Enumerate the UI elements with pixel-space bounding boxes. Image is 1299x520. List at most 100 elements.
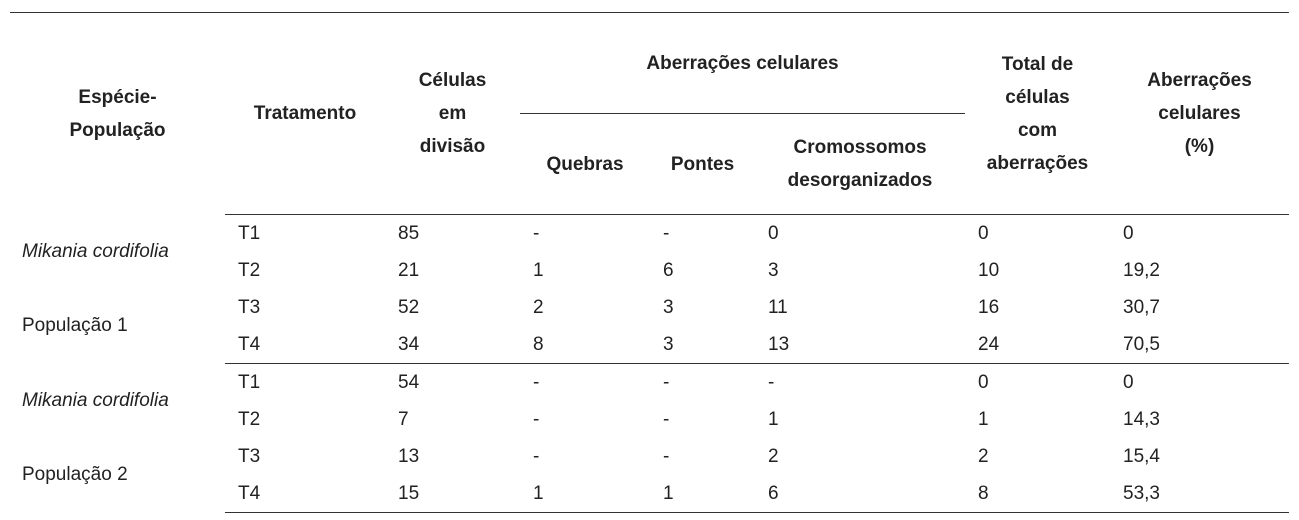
cell: 8 (520, 326, 650, 364)
cell: 13 (755, 326, 965, 364)
cell: T4 (225, 326, 385, 364)
cell: 8 (965, 475, 1110, 513)
header-row: Espécie- População Tratamento Células em divi… (10, 12, 1289, 215)
group: Mikania cordifolia T1 54 - - - 0 0 T2 7 - - 1 1 14,3 Po… (10, 364, 1289, 513)
cell: 0 (1123, 371, 1134, 393)
cell: 14,3 (1123, 408, 1160, 430)
cell: T4 (225, 475, 385, 513)
cell: - (663, 222, 670, 244)
cell: 3 (650, 326, 755, 364)
treatment-header: Tratamento (225, 12, 385, 215)
cell: T1 (238, 222, 261, 244)
header-line: Aberrações (1147, 70, 1252, 91)
cell: 19,2 (1123, 259, 1160, 281)
cell: 10 (978, 259, 1000, 281)
disorganized-header: Cromossomos desorganizados (755, 113, 965, 215)
cell: 1 (533, 259, 544, 281)
data-row: Mikania cordifolia T1 85 - - 0 0 0 (10, 215, 1289, 262)
header-line: Espécie- (78, 86, 157, 108)
data-row: Mikania cordifolia T1 54 - - - 0 0 (10, 364, 1289, 411)
cell: 11 (768, 296, 788, 318)
bridges-header: Pontes (650, 113, 755, 215)
data-row: T4 34 8 3 13 24 70,5 (10, 326, 1289, 364)
cell: 6 (755, 475, 965, 513)
header-line: Aberrações celulares (646, 52, 839, 74)
cell: - (663, 445, 670, 467)
cell: 85 (398, 222, 420, 244)
table-header: Espécie- População Tratamento Células em divi… (10, 12, 1289, 215)
data-row: T4 15 1 1 6 8 53,3 (10, 475, 1289, 513)
cell: 0 (1123, 222, 1134, 244)
dividing-cells-header: Células em divisão (385, 12, 520, 215)
population-cell: População 1 (22, 315, 128, 337)
data-row: T2 21 1 6 3 10 19,2 (10, 252, 1289, 289)
header-line: Total de (1001, 53, 1074, 75)
cell: - (533, 408, 540, 430)
header-row: Quebras Pontes Cromossomos desorganizados (10, 113, 1289, 215)
cell: 3 (768, 259, 779, 281)
cell: 70,5 (1110, 326, 1289, 364)
header-line: celulares (1158, 103, 1241, 124)
header-line: Quebras (546, 153, 624, 175)
breaks-header: Quebras (520, 113, 650, 215)
cell: T3 (238, 445, 261, 467)
header-line: Células (418, 70, 487, 91)
population-cell: População 2 (22, 464, 128, 486)
cell: 13 (398, 445, 420, 467)
group: Mikania cordifolia T1 85- -0 0 0 T2 21 1 6 3 10 19,2… (10, 215, 1289, 364)
cell: 7 (398, 408, 409, 430)
cell: 15,4 (1123, 445, 1160, 467)
data-row: T2 7 - - 1 1 14,3 (10, 401, 1289, 438)
cell: - (663, 371, 670, 393)
cell: 54 (398, 371, 420, 393)
cell: 1 (978, 408, 989, 430)
cell: 2 (533, 296, 544, 318)
species-header: Espécie- População (10, 12, 225, 215)
data-row: População 1 T3 52 2 3 11 16 30,7 (10, 289, 1289, 337)
cell: 1 (768, 408, 779, 430)
total-header: Total de células com aberrações (965, 12, 1110, 215)
cell: 53,3 (1110, 475, 1289, 513)
cell: 52 (398, 296, 420, 318)
header-line: Pontes (670, 153, 735, 175)
header-line: com (1017, 119, 1058, 141)
cell: 6 (663, 259, 674, 281)
header-line: divisão (419, 136, 486, 157)
species-cell: Mikania cordifolia (22, 240, 169, 262)
cell: 34 (385, 326, 520, 364)
header-line: Cromossomos (793, 137, 927, 158)
header-line: células (1005, 86, 1070, 108)
cell: T2 (238, 259, 261, 281)
cell: T2 (238, 408, 261, 430)
cell: 2 (978, 445, 989, 467)
percent-header: Aberrações celulares (%) (1110, 12, 1289, 215)
cell: 0 (978, 222, 989, 244)
header-line: desorganizados (787, 170, 933, 191)
cell: 0 (768, 222, 779, 244)
header-line: em (438, 103, 467, 124)
cell: 16 (978, 296, 1000, 318)
data-table: Espécie- População Tratamento Células em divi… (10, 12, 1289, 513)
cell: 3 (663, 296, 674, 318)
cell: T3 (238, 296, 261, 318)
cell: - (533, 445, 540, 467)
cell: 21 (398, 259, 420, 281)
aberrations-header: Aberrações celulares (520, 12, 965, 114)
cell: 2 (768, 445, 779, 467)
cell: 24 (965, 326, 1110, 364)
cell: - (533, 222, 540, 244)
cell: 0 (978, 371, 989, 393)
header-line: População (69, 119, 166, 141)
cell: 30,7 (1123, 296, 1160, 318)
header-line: Tratamento (253, 103, 357, 124)
cell: - (768, 371, 775, 393)
data-row: População 2 T3 13 - - 2 2 15,4 (10, 438, 1289, 486)
header-line: aberrações (986, 152, 1089, 174)
cell: T1 (238, 371, 261, 393)
cell: 15 (385, 475, 520, 513)
species-cell: Mikania cordifolia (22, 389, 169, 411)
cell: - (533, 371, 540, 393)
header-line: (%) (1184, 136, 1215, 157)
cell: - (663, 408, 670, 430)
